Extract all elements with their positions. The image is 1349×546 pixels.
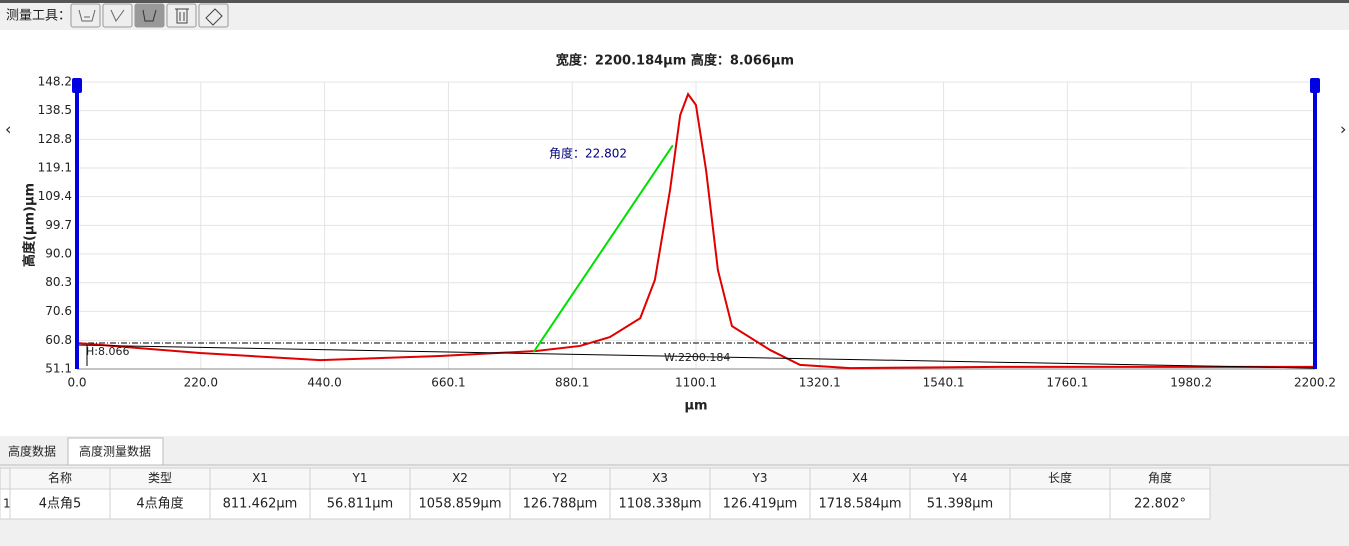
table-cell	[409, 488, 511, 520]
cell-text: 56.811μm	[327, 497, 393, 512]
toolbar-buttons	[70, 3, 229, 28]
row-index: 1	[3, 497, 11, 511]
cell-text: 22.802°	[1134, 497, 1186, 512]
tab-active[interactable]	[67, 437, 164, 466]
tool-button[interactable]	[102, 3, 133, 28]
y-tick-label: 128.8	[38, 132, 72, 146]
header-text: X2	[452, 471, 468, 485]
tab[interactable]: 高度数据	[8, 444, 56, 459]
cell-text: 4点角5	[39, 497, 82, 512]
tool-button[interactable]	[70, 3, 101, 28]
tool-button[interactable]	[134, 3, 165, 28]
header-text: X1	[252, 471, 268, 485]
icon	[78, 9, 96, 22]
table-cell	[809, 488, 911, 520]
cell-text: 126.419μm	[723, 497, 798, 512]
header-text: Y1	[352, 471, 368, 485]
header-text: Y4	[952, 471, 968, 485]
cell-text: 4点角度	[136, 496, 183, 512]
y-tick-label: 70.6	[45, 304, 72, 318]
icon	[110, 9, 125, 22]
table-cell	[909, 488, 1011, 520]
x-axis-label: μm	[684, 399, 707, 414]
x-tick-label: 660.1	[431, 376, 465, 390]
table-cell	[1109, 488, 1211, 520]
icon	[205, 8, 223, 26]
width-annotation: W:2200.184	[664, 351, 730, 364]
series-line	[76, 92, 1315, 370]
delete-button[interactable]	[166, 3, 197, 28]
height-annotation: H:8.066	[86, 345, 129, 358]
y-tick-label: 119.1	[38, 161, 72, 175]
table-cell	[109, 488, 211, 520]
x-tick-label: 1760.1	[1046, 376, 1088, 390]
table-cell	[509, 488, 611, 520]
tab[interactable]: 高度测量数据	[79, 444, 151, 459]
y-tick-label: 138.5	[38, 103, 72, 117]
nav-right[interactable]: ›	[1340, 120, 1346, 139]
y-tick-label: 99.7	[45, 218, 72, 232]
header-text: 角度	[1148, 470, 1172, 485]
cell-text: 1108.338μm	[619, 497, 702, 512]
x-tick-label: 1100.1	[675, 376, 717, 390]
top-border	[0, 0, 1349, 3]
chart-panel	[0, 30, 1349, 436]
header-text: 类型	[148, 471, 172, 485]
x-tick-label: 0.0	[67, 376, 86, 390]
cell-text: 1058.859μm	[419, 497, 502, 512]
x-tick-label: 2200.2	[1294, 376, 1336, 390]
y-axis-label: 高度(μm)μm	[22, 183, 38, 267]
chart-title: 宽度：2200.184μm 高度：8.066μm	[555, 53, 794, 69]
header-text: X4	[852, 471, 868, 485]
y-tick-label: 90.0	[45, 247, 72, 261]
nav-left[interactable]: ‹	[5, 120, 11, 139]
series-line	[532, 144, 674, 353]
y-tick-label: 109.4	[38, 189, 72, 203]
x-tick-label: 220.0	[184, 376, 218, 390]
cell-text: 811.462μm	[223, 497, 298, 512]
y-tick-label: 80.3	[45, 275, 72, 289]
angle-annotation: 角度：22.802	[549, 146, 627, 161]
x-tick-label: 440.0	[307, 376, 341, 390]
clear-button[interactable]	[198, 3, 229, 28]
y-tick-label: 60.8	[45, 333, 72, 347]
cell-text: 1718.584μm	[819, 497, 902, 512]
x-tick-label: 1540.1	[923, 376, 965, 390]
header-text: X3	[652, 471, 668, 485]
toolbar-label: 测量工具：	[6, 9, 71, 24]
icon	[175, 8, 189, 24]
icon	[142, 9, 157, 22]
x-tick-label: 1980.2	[1170, 376, 1212, 390]
table-cell	[609, 488, 711, 520]
y-tick-label: 51.1	[45, 362, 72, 376]
cell-text: 51.398μm	[927, 497, 993, 512]
series-line	[76, 344, 1316, 369]
cursor-handle	[72, 78, 82, 93]
header-text: 名称	[48, 470, 72, 485]
cell-text: 126.788μm	[523, 497, 598, 512]
header-text: Y2	[552, 471, 568, 485]
table-cell	[1009, 488, 1111, 520]
table-cell	[9, 488, 111, 520]
header-text: 长度	[1048, 470, 1072, 485]
x-tick-label: 1320.1	[799, 376, 841, 390]
table-cell	[709, 488, 811, 520]
header-text: Y3	[752, 471, 768, 485]
table-cell	[309, 488, 411, 520]
cursor-handle	[1310, 78, 1320, 93]
y-tick-label: 148.2	[38, 75, 72, 89]
x-tick-label: 880.1	[555, 376, 589, 390]
